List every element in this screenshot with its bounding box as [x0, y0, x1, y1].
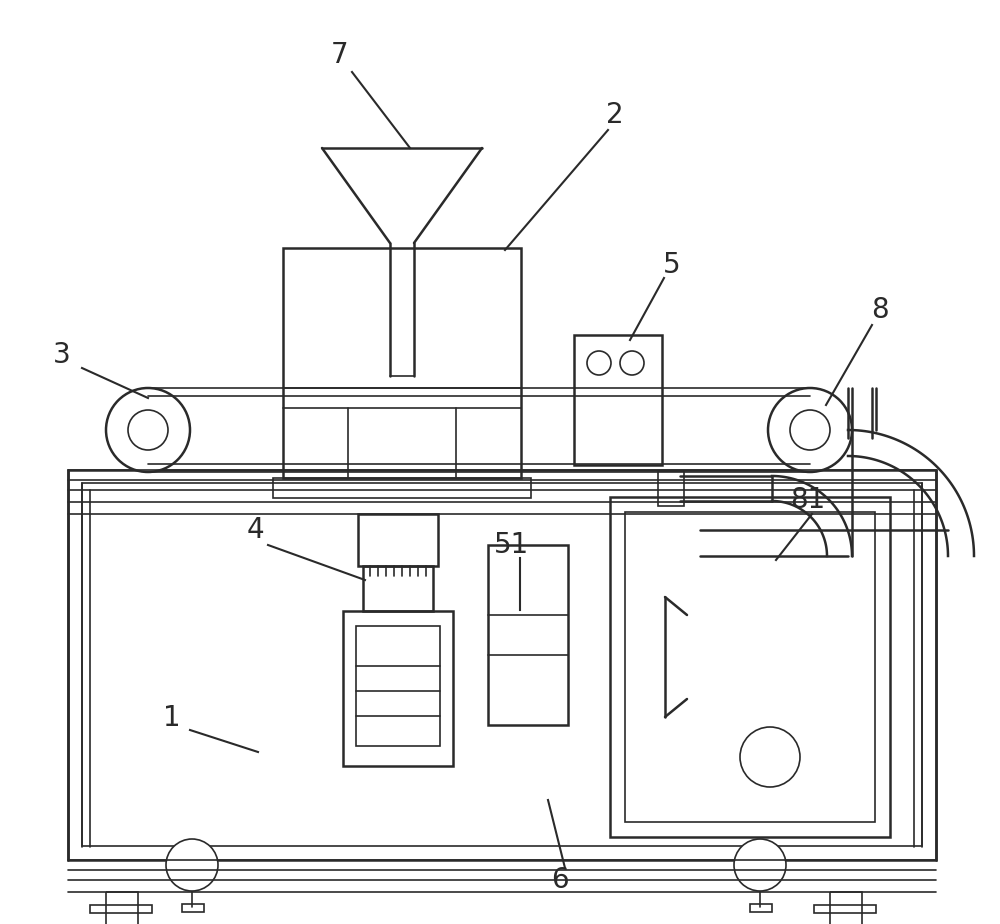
Bar	[182, 904, 204, 912]
Circle shape	[734, 839, 786, 891]
Text: 5: 5	[663, 251, 681, 279]
Bar	[82, 483, 922, 846]
Bar	[358, 514, 438, 566]
Bar	[90, 905, 152, 913]
Text: 7: 7	[331, 41, 349, 69]
Bar	[363, 566, 433, 611]
Bar	[830, 892, 862, 924]
Bar	[574, 335, 662, 465]
Text: 81: 81	[790, 486, 826, 514]
Text: 2: 2	[606, 101, 624, 129]
Text: 8: 8	[871, 296, 889, 324]
Bar	[356, 626, 440, 746]
Circle shape	[166, 839, 218, 891]
Circle shape	[106, 388, 190, 472]
Bar	[283, 248, 521, 478]
Text: 6: 6	[551, 866, 569, 894]
Text: 1: 1	[163, 704, 181, 732]
Bar	[106, 892, 138, 924]
Bar	[68, 470, 936, 860]
Bar	[273, 478, 531, 498]
Circle shape	[768, 388, 852, 472]
Bar	[658, 471, 684, 506]
Bar	[625, 512, 875, 822]
Bar	[750, 904, 772, 912]
Text: 3: 3	[53, 341, 71, 369]
Text: 4: 4	[246, 516, 264, 544]
Bar	[814, 905, 876, 913]
Text: 51: 51	[494, 531, 530, 559]
Bar	[343, 611, 453, 766]
Bar	[610, 497, 890, 837]
Bar	[488, 545, 568, 725]
